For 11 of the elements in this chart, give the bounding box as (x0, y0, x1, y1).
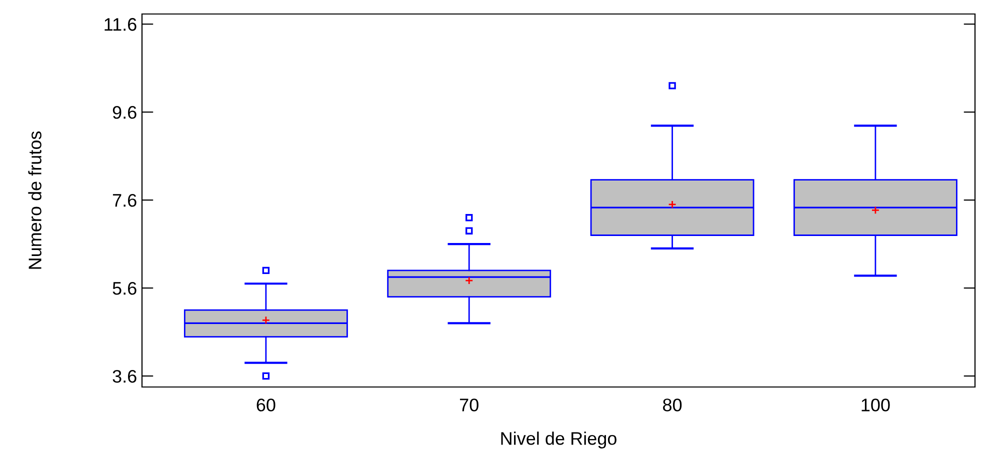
x-tick-label: 60 (256, 398, 276, 412)
x-tick-label: 80 (663, 398, 682, 412)
y-tick-label: 11.6 (104, 18, 136, 31)
y-tick-label: 9.6 (112, 106, 136, 119)
y-tick-label: 7.6 (112, 194, 136, 207)
y-tick-label: 3.6 (112, 370, 136, 383)
y-axis-title: Numero de frutos (28, 131, 42, 269)
x-axis-title: Nivel de Riego (501, 432, 616, 448)
y-tick-label: 5.6 (112, 282, 136, 295)
x-tick-label: 100 (862, 398, 890, 412)
x-tick-label: 70 (460, 398, 478, 412)
